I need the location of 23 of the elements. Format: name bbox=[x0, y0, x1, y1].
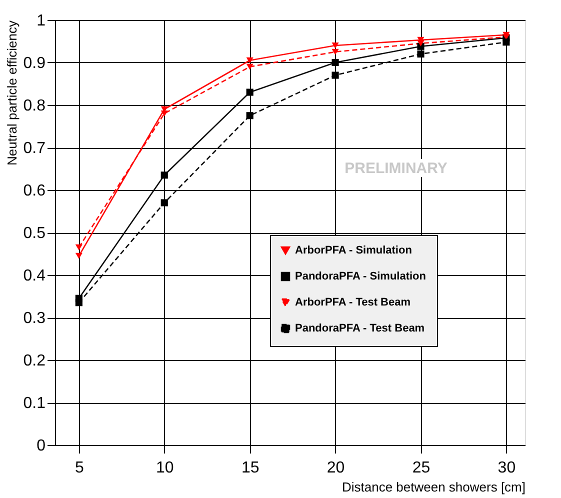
y-axis-title: Neutral particle efficiency bbox=[4, 20, 20, 166]
x-tick-label: 25 bbox=[412, 460, 430, 476]
y-tick-label: 0.6 bbox=[23, 182, 46, 200]
legend-label: PandoraPFA - Test Beam bbox=[295, 322, 425, 334]
y-tick-label: 0.2 bbox=[23, 352, 46, 370]
y-tick-label: 0.1 bbox=[23, 395, 46, 412]
y-tick-label: 0.8 bbox=[23, 98, 46, 114]
x-tick-label: 20 bbox=[326, 460, 345, 476]
y-tick-label: 0 bbox=[36, 438, 46, 454]
x-tick-label: 30 bbox=[498, 460, 516, 476]
x-axis-title: Distance between showers [cm] bbox=[342, 480, 526, 494]
x-tick-label: 5 bbox=[74, 460, 84, 476]
y-tick-label: 0.4 bbox=[23, 268, 46, 284]
y-tick-label: 0.7 bbox=[23, 140, 46, 157]
x-tick-label: 15 bbox=[241, 460, 260, 476]
legend-label: ArborPFA - Simulation bbox=[295, 244, 412, 256]
y-tick-label: 0.9 bbox=[23, 55, 46, 72]
legend-label: ArborPFA - Test Beam bbox=[295, 296, 411, 308]
legend-label: PandoraPFA - Simulation bbox=[295, 270, 426, 282]
y-tick-label: 1 bbox=[36, 12, 46, 30]
y-tick-label: 0.3 bbox=[23, 310, 46, 327]
x-tick-label: 10 bbox=[156, 460, 174, 476]
y-tick-label: 0.5 bbox=[23, 225, 46, 242]
